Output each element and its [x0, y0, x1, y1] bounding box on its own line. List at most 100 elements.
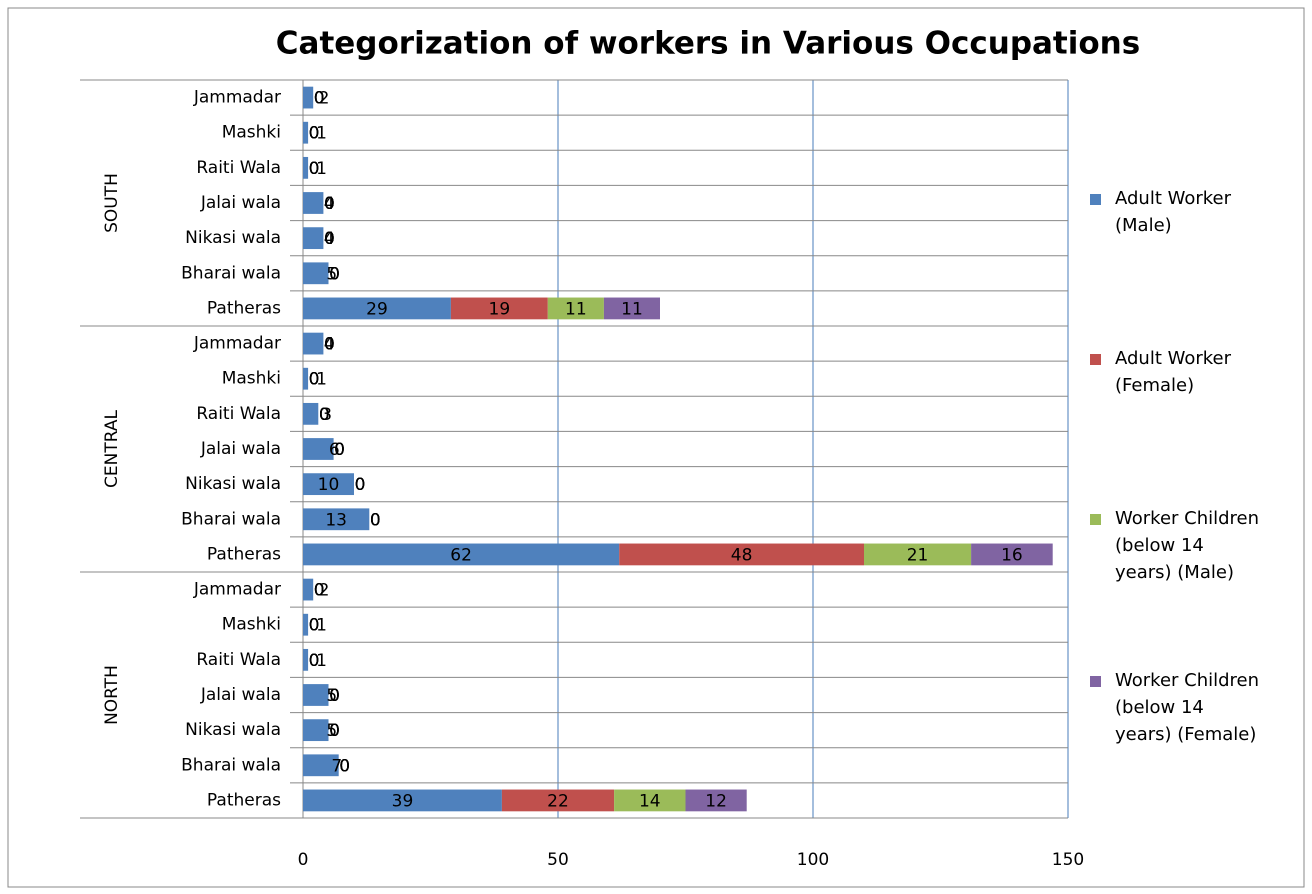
- data-label: 0: [309, 651, 320, 671]
- data-label: 0: [339, 756, 350, 776]
- x-tick-label: 0: [298, 850, 309, 870]
- data-label: 0: [309, 124, 320, 144]
- data-label: 48: [731, 545, 753, 565]
- data-label: 0: [309, 159, 320, 179]
- legend-swatch: [1090, 194, 1101, 205]
- bar-segment: [303, 227, 324, 250]
- chart-title: Categorization of workers in Various Occ…: [276, 26, 1140, 62]
- data-label: 0: [309, 124, 320, 144]
- data-label: 0: [309, 370, 320, 390]
- bar-segment: [303, 508, 370, 531]
- data-label: 2: [319, 89, 330, 109]
- data-label: 4: [324, 229, 335, 249]
- data-label: 1: [316, 124, 327, 144]
- bar-segment: [303, 86, 314, 109]
- y-tick-label: Patheras: [207, 544, 281, 564]
- bar-segment: [303, 156, 309, 179]
- bar-segment: [303, 684, 329, 706]
- data-label: 0: [324, 229, 335, 249]
- bar-segment: [303, 543, 620, 566]
- bar-segment: [303, 192, 324, 214]
- bar-segment: [303, 121, 309, 144]
- data-label: 0: [329, 721, 340, 741]
- data-label: 3: [321, 405, 332, 425]
- data-label: 16: [1001, 545, 1023, 565]
- legend-swatch: [1090, 514, 1101, 525]
- data-label: 0: [309, 616, 320, 636]
- data-label: 5: [326, 686, 337, 706]
- y-tick-label: Raiti Wala: [196, 158, 281, 178]
- data-label: 0: [370, 510, 381, 530]
- data-label: 12: [705, 791, 727, 811]
- data-label: 0: [309, 651, 320, 671]
- data-label: 0: [309, 370, 320, 390]
- bar-segment: [303, 648, 309, 671]
- data-label: 4: [324, 194, 335, 214]
- data-label: 0: [319, 405, 330, 425]
- bar-segment: [303, 297, 451, 320]
- data-label: 0: [370, 510, 381, 530]
- data-label: 0: [329, 686, 340, 706]
- data-label: 0: [329, 264, 340, 284]
- legend-label: Adult Worker (Female): [1115, 348, 1232, 396]
- bar-segment: [303, 789, 502, 812]
- bar-segment: [303, 719, 329, 742]
- y-tick-label: Mashki: [222, 369, 281, 389]
- data-label: 0: [370, 510, 381, 530]
- data-label: 0: [334, 440, 345, 460]
- y-tick-label: Nikasi wala: [185, 474, 281, 494]
- legend-label: Worker Children (below 14 years) (Male): [1115, 508, 1260, 583]
- data-label: 0: [324, 229, 335, 249]
- data-label: 0: [309, 124, 320, 144]
- data-label: 0: [309, 616, 320, 636]
- y-tick-label: Jalai wala: [200, 193, 281, 213]
- chart-frame: [7, 7, 1305, 888]
- group-label: SOUTH: [102, 173, 122, 233]
- data-label: 13: [325, 510, 347, 530]
- data-label: 0: [324, 335, 335, 355]
- data-label: 0: [329, 721, 340, 741]
- bar-segment: [501, 789, 615, 812]
- data-label: 2: [319, 581, 330, 601]
- bar-segment: [303, 578, 314, 601]
- data-label: 5: [326, 264, 337, 284]
- data-label: 0: [329, 686, 340, 706]
- y-tick-label: Jammadar: [193, 88, 281, 108]
- y-tick-label: Bharai wala: [181, 509, 281, 529]
- data-label: 0: [314, 581, 325, 601]
- data-label: 0: [309, 370, 320, 390]
- y-tick-label: Jalai wala: [200, 439, 281, 459]
- data-label: 0: [319, 405, 330, 425]
- data-label: 0: [324, 194, 335, 214]
- bar-segment: [614, 789, 686, 812]
- data-label: 0: [309, 159, 320, 179]
- data-label: 10: [318, 475, 340, 495]
- data-label: 0: [324, 229, 335, 249]
- y-tick-label: Jammadar: [193, 334, 281, 354]
- data-label: 0: [309, 651, 320, 671]
- data-label: 0: [329, 686, 340, 706]
- data-label: 0: [329, 264, 340, 284]
- data-label: 0: [355, 475, 366, 495]
- data-label: 0: [334, 440, 345, 460]
- legend-swatch: [1090, 676, 1101, 687]
- y-tick-label: Patheras: [207, 790, 281, 810]
- data-label: 0: [324, 194, 335, 214]
- bar-segment: [971, 543, 1053, 566]
- data-label: 0: [324, 194, 335, 214]
- legend-swatch: [1090, 354, 1101, 365]
- data-label: 14: [639, 791, 661, 811]
- data-label: 0: [324, 335, 335, 355]
- bar-segment: [303, 367, 309, 390]
- bar-segment: [303, 262, 329, 285]
- data-label: 4: [324, 335, 335, 355]
- data-label: 62: [450, 545, 472, 565]
- bar-segment: [303, 438, 334, 460]
- bar-segment: [303, 402, 319, 425]
- data-label: 0: [339, 756, 350, 776]
- data-label: 0: [314, 89, 325, 109]
- x-tick-label: 150: [1052, 850, 1084, 870]
- x-tick-label: 50: [547, 850, 569, 870]
